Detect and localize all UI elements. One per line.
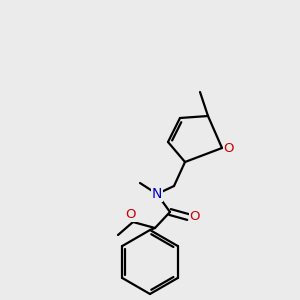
Text: O: O — [126, 208, 136, 220]
Text: N: N — [152, 187, 162, 201]
Text: O: O — [224, 142, 234, 154]
Text: O: O — [190, 211, 200, 224]
